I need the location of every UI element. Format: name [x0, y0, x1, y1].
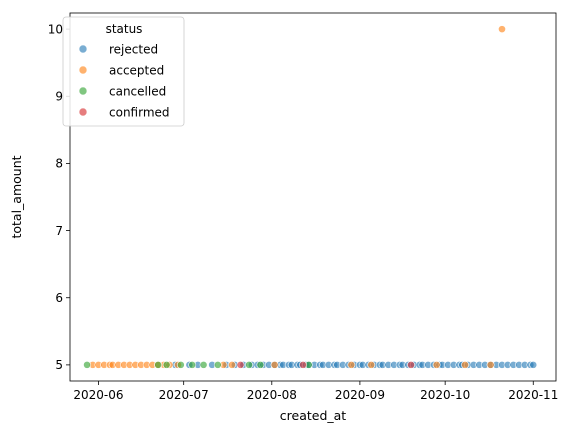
- x-axis-label: created_at: [280, 408, 347, 423]
- data-point-cancelled: [188, 360, 197, 369]
- y-tick-label: 5: [55, 358, 63, 372]
- y-axis-ticks: 5 6 7 8 9 10: [48, 22, 70, 372]
- data-point-cancelled: [83, 360, 91, 369]
- x-tick-label: 2020-11: [508, 388, 558, 402]
- data-point-accepted: [486, 360, 495, 369]
- legend-label-rejected: rejected: [109, 42, 158, 56]
- data-point-accepted: [432, 360, 441, 369]
- legend-title: status: [106, 22, 143, 36]
- legend-marker-cancelled: [78, 86, 88, 96]
- data-point-accepted: [367, 360, 376, 369]
- data-point-accepted: [498, 25, 506, 34]
- legend-label-confirmed: confirmed: [109, 105, 170, 119]
- data-point-cancelled: [154, 360, 163, 369]
- y-tick-label: 8: [55, 157, 63, 171]
- y-tick-label: 9: [55, 90, 63, 104]
- y-tick-label: 10: [48, 22, 63, 36]
- legend-marker-rejected: [78, 44, 88, 54]
- legend-marker-accepted: [78, 65, 88, 75]
- legend: status rejected accepted cancelled confirme…: [62, 16, 185, 127]
- data-point-accepted: [228, 360, 236, 369]
- series-accepted: [88, 25, 506, 369]
- data-point-confirmed: [299, 360, 307, 369]
- data-point-cancelled: [213, 360, 222, 369]
- series-cancelled: [83, 360, 313, 369]
- data-point-accepted: [461, 360, 469, 369]
- data-point-rejected: [529, 360, 538, 369]
- data-point-confirmed: [407, 360, 415, 369]
- x-tick-label: 2020-08: [247, 388, 297, 402]
- y-axis-label: total_amount: [9, 155, 24, 238]
- data-point-cancelled: [162, 360, 171, 369]
- x-tick-label: 2020-09: [335, 388, 385, 402]
- data-point-accepted: [347, 360, 356, 369]
- y-tick-label: 6: [55, 291, 63, 305]
- data-point-cancelled: [245, 360, 253, 369]
- legend-entries: rejected accepted cancelled confirmed: [78, 42, 170, 119]
- data-point-confirmed: [236, 360, 245, 369]
- x-axis-ticks: 2020-06 2020-07 2020-08 2020-09 2020-10 2020-…: [73, 381, 558, 402]
- x-tick-label: 2020-06: [73, 388, 123, 402]
- legend-label-accepted: accepted: [109, 63, 164, 77]
- data-point-accepted: [270, 360, 279, 369]
- legend-marker-confirmed: [78, 107, 88, 117]
- data-point-cancelled: [199, 360, 208, 369]
- data-point-cancelled: [256, 360, 265, 369]
- legend-box: [62, 16, 185, 127]
- series-confirmed: [236, 360, 415, 369]
- plot-frame: [69, 12, 557, 382]
- x-tick-label: 2020-10: [420, 388, 470, 402]
- legend-label-cancelled: cancelled: [109, 84, 166, 98]
- y-tick-label: 7: [55, 224, 63, 238]
- x-tick-label: 2020-07: [159, 388, 209, 402]
- data-point-cancelled: [176, 360, 185, 369]
- points-layer: [83, 25, 538, 369]
